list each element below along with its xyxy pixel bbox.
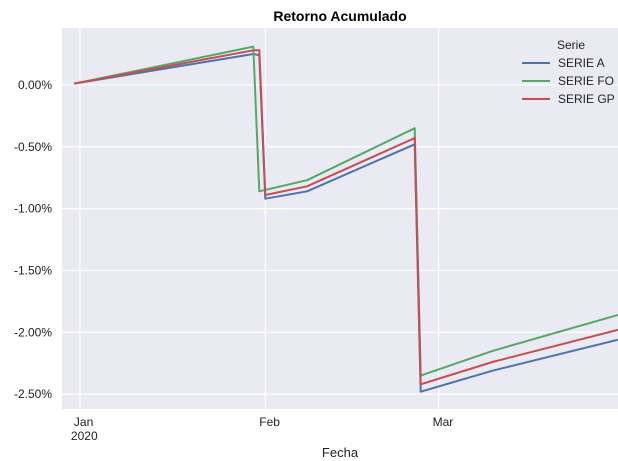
x-tick-sublabel: 2020	[71, 429, 98, 443]
legend-label: SERIE A	[558, 56, 605, 70]
x-tick-label: Jan	[74, 415, 93, 429]
series-line	[73, 53, 618, 393]
y-tick-label: -1.00%	[14, 202, 52, 216]
legend-label: SERIE GP	[558, 92, 615, 106]
chart-title: Retorno Acumulado	[273, 8, 406, 24]
x-tick-label: Feb	[259, 415, 280, 429]
series-line	[73, 49, 618, 386]
x-axis-label: Fecha	[322, 445, 359, 460]
plot-area	[62, 28, 618, 409]
legend-label: SERIE FO	[558, 74, 614, 88]
y-tick-label: -2.00%	[14, 325, 52, 339]
legend-title: Serie	[557, 38, 585, 52]
series-line	[73, 45, 618, 377]
grid-lines	[62, 28, 618, 409]
y-tick-label: -0.50%	[14, 140, 52, 154]
y-tick-label: -1.50%	[14, 263, 52, 277]
series-lines	[73, 45, 618, 393]
y-tick-label: 0.00%	[18, 78, 52, 92]
y-axis-ticks: 0.00% -0.50% -1.00% -1.50% -2.00% -2.50%	[14, 78, 52, 401]
y-tick-label: -2.50%	[14, 387, 52, 401]
x-tick-label: Mar	[433, 415, 454, 429]
legend: Serie SERIE A SERIE FO SERIE GP	[522, 38, 615, 106]
